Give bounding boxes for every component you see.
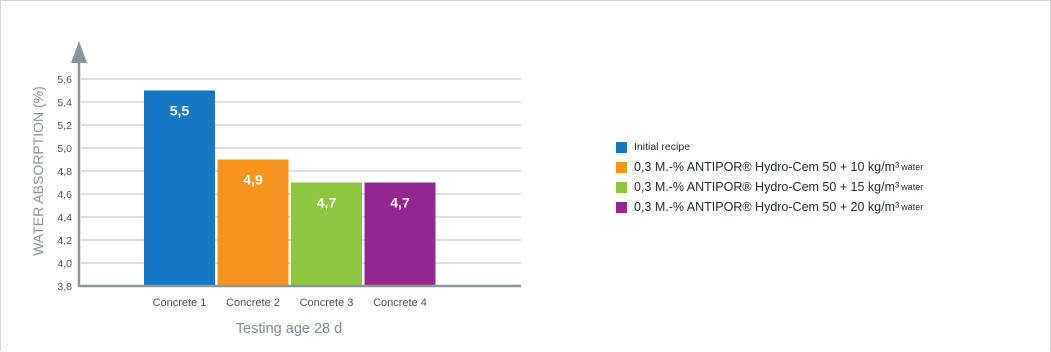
category-label: Concrete 4: [373, 297, 427, 309]
data-label: 4,7: [390, 195, 410, 211]
y-tick-labels: 3,8 4,0 4,2 4,4 4,6 4,8 5,0 5,2 5,4 5,6: [57, 74, 72, 293]
bar-3: [291, 182, 362, 286]
data-labels: 5,5 4,9 4,7 4,7: [170, 103, 410, 211]
legend-swatch: [616, 201, 627, 213]
y-tick-label: 5,6: [57, 74, 72, 86]
y-tick-label: 4,8: [57, 166, 72, 178]
y-tick-label: 4,6: [57, 189, 72, 201]
legend-swatch: [616, 161, 627, 173]
legend-swatch: [616, 181, 627, 193]
legend-item: 0,3 M.-% ANTIPOR® Hydro-Cem 50 + 10 kg/m…: [616, 157, 923, 177]
legend-item: Initial recipe: [616, 137, 923, 157]
legend-item: 0,3 M.-% ANTIPOR® Hydro-Cem 50 + 20 kg/m…: [616, 197, 923, 217]
legend-label: 0,3 M.-% ANTIPOR® Hydro-Cem 50 + 10 kg/m…: [634, 160, 900, 174]
y-tick-label: 5,2: [57, 120, 72, 132]
data-label: 4,7: [317, 195, 337, 211]
legend: Initial recipe 0,3 M.-% ANTIPOR® Hydro-Ce…: [616, 137, 923, 217]
x-axis-title: Testing age 28 d: [236, 321, 342, 337]
y-axis-title: WATER ABSORPTION (%): [30, 86, 46, 256]
legend-label: Initial recipe: [634, 141, 691, 153]
legend-label-subscript: water: [901, 202, 924, 212]
y-tick-label: 4,4: [57, 212, 72, 224]
category-label: Concrete 1: [153, 297, 207, 309]
legend-swatch: [616, 141, 627, 153]
y-tick-label: 4,0: [57, 258, 72, 270]
legend-label: 0,3 M.-% ANTIPOR® Hydro-Cem 50 + 20 kg/m…: [634, 200, 900, 214]
axes: [71, 41, 521, 288]
y-tick-label: 5,4: [57, 97, 72, 109]
x-tick-labels: Concrete 1 Concrete 2 Concrete 3 Concrete 4: [153, 297, 427, 309]
data-label: 5,5: [170, 103, 190, 119]
bars: [144, 90, 436, 286]
legend-label-subscript: water: [901, 162, 924, 172]
y-axis-arrow-icon: [71, 41, 87, 63]
bar-1: [144, 90, 215, 286]
bar-chart: 3,8 4,0 4,2 4,4 4,6 4,8 5,0 5,2 5,4 5,6 Concrete …: [30, 41, 521, 337]
category-label: Concrete 2: [226, 297, 280, 309]
y-tick-label: 4,2: [57, 235, 72, 247]
bar-4: [364, 182, 436, 286]
bar-2: [217, 159, 289, 286]
legend-item: 0,3 M.-% ANTIPOR® Hydro-Cem 50 + 15 kg/m…: [616, 177, 923, 197]
legend-label-subscript: water: [901, 182, 924, 192]
data-label: 4,9: [243, 172, 263, 188]
category-label: Concrete 3: [300, 297, 354, 309]
y-tick-label: 3,8: [57, 281, 72, 293]
legend-label: 0,3 M.-% ANTIPOR® Hydro-Cem 50 + 15 kg/m…: [634, 180, 900, 194]
y-tick-label: 5,0: [57, 143, 72, 155]
